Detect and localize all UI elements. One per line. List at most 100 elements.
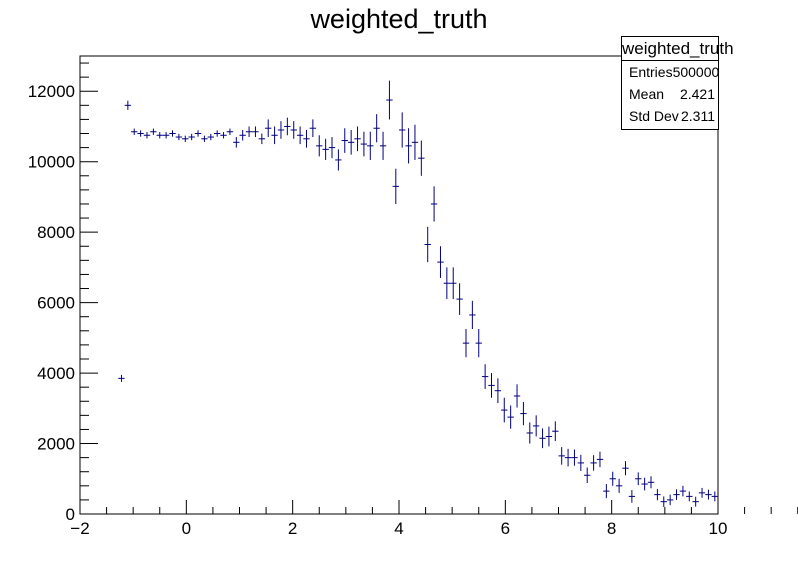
data-point <box>322 138 329 160</box>
data-point <box>226 128 234 135</box>
data-point <box>443 267 451 300</box>
data-point <box>513 384 521 408</box>
y-tick-label: 6000 <box>37 294 75 313</box>
stats-row-stddev: Std Dev 2.311 <box>622 105 718 127</box>
data-point <box>156 132 163 139</box>
data-point <box>131 128 138 135</box>
data-point <box>539 428 546 449</box>
data-point <box>628 490 636 503</box>
data-point <box>411 124 419 160</box>
data-point <box>596 451 604 468</box>
data-point <box>571 449 578 466</box>
data-point <box>316 135 323 157</box>
data-point <box>405 128 412 164</box>
data-point <box>481 364 489 389</box>
data-point <box>577 454 585 472</box>
data-point <box>526 422 533 444</box>
y-tick-label: 4000 <box>37 364 75 383</box>
data-point <box>367 131 374 160</box>
stats-value: 500000 <box>672 64 720 80</box>
data-point <box>545 426 553 447</box>
data-point <box>679 485 687 497</box>
data-point <box>360 131 368 157</box>
data-point <box>271 126 278 145</box>
stats-row-mean: Mean 2.421 <box>622 83 718 105</box>
data-point <box>590 455 597 471</box>
data-point <box>532 415 540 437</box>
data-point <box>284 117 291 136</box>
data-point <box>233 137 240 148</box>
data-point <box>296 126 304 145</box>
data-point <box>137 130 144 137</box>
data-point <box>456 283 463 315</box>
data-point <box>399 112 406 148</box>
data-point <box>392 168 399 204</box>
data-point <box>437 246 444 278</box>
data-point <box>686 491 693 502</box>
data-point <box>520 401 527 426</box>
data-point <box>386 80 393 120</box>
data-point <box>328 137 336 159</box>
data-point <box>188 133 195 141</box>
data-point <box>258 133 266 145</box>
data-point <box>635 472 642 486</box>
y-tick-label: 2000 <box>37 435 75 454</box>
data-point <box>213 130 221 137</box>
data-point <box>341 128 348 153</box>
data-point <box>245 126 253 138</box>
data-point <box>603 484 610 499</box>
data-point <box>641 477 648 491</box>
x-tick-label: 8 <box>607 519 616 538</box>
data-point <box>239 129 246 141</box>
stats-box: weighted_truth Entries 500000 Mean 2.421… <box>621 36 734 130</box>
data-point <box>303 129 310 148</box>
data-point <box>201 135 208 142</box>
data-point <box>290 121 297 139</box>
data-point <box>150 128 157 135</box>
data-point <box>379 131 387 160</box>
data-point <box>622 461 629 476</box>
data-point <box>335 149 342 171</box>
x-tick-label: 0 <box>182 519 191 538</box>
data-point <box>207 133 214 141</box>
data-point <box>277 121 285 139</box>
stats-row-entries: Entries 500000 <box>622 61 720 83</box>
data-point <box>175 133 183 141</box>
data-point <box>169 130 176 137</box>
data-point <box>666 494 674 506</box>
data-point <box>705 489 712 500</box>
data-point <box>660 496 667 507</box>
data-point <box>469 300 476 330</box>
y-tick-label: 8000 <box>37 223 75 242</box>
data-point <box>584 467 591 483</box>
data-point <box>501 397 508 423</box>
data-point <box>265 119 272 138</box>
x-tick-label: 4 <box>394 519 403 538</box>
data-point <box>309 119 317 138</box>
data-point <box>124 100 132 110</box>
data-point <box>252 126 259 138</box>
data-point <box>564 448 572 467</box>
data-point <box>143 132 151 139</box>
stats-label: Std Dev <box>629 108 679 124</box>
data-point <box>494 378 502 404</box>
stats-label: Entries <box>629 64 673 80</box>
data-point <box>475 329 482 358</box>
data-point <box>609 471 616 486</box>
stats-box-title: weighted_truth <box>622 37 734 61</box>
y-tick-label: 12000 <box>28 82 75 101</box>
data-point <box>418 140 425 176</box>
data-point <box>692 496 699 507</box>
data-point <box>462 329 470 358</box>
data-point <box>673 489 680 500</box>
data-point <box>354 126 361 152</box>
data-point <box>194 130 202 137</box>
x-tick-label: 6 <box>501 519 510 538</box>
data-point <box>488 373 495 398</box>
stats-value: 2.311 <box>681 108 715 124</box>
y-tick-label: 10000 <box>28 153 75 172</box>
data-point <box>507 405 514 429</box>
y-tick-label: 0 <box>66 505 75 524</box>
data-point <box>647 476 655 489</box>
